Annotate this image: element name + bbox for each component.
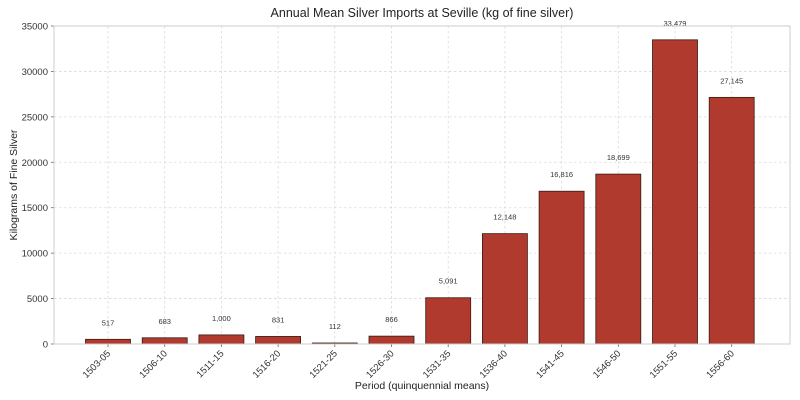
data-label-1536-40: 12,148 <box>493 213 516 222</box>
x-tick-label-1506-10: 1506-10 <box>137 348 169 380</box>
x-axis-label: Period (quinquennial means) <box>355 380 489 392</box>
bar-1516-20 <box>255 336 302 345</box>
y-axis-ticks: 0 5000 10000 15000 20000 25000 30000 35000 <box>22 22 54 351</box>
data-label-1556-60: 27,145 <box>720 76 743 85</box>
bar-1503-05 <box>85 338 131 345</box>
x-tick-label-1546-50: 1546-50 <box>591 348 623 380</box>
bar-1541-45 <box>538 190 585 345</box>
data-label-1546-50: 18,699 <box>607 153 630 162</box>
bar-1506-10 <box>141 337 188 345</box>
bar-1526-30 <box>368 335 415 345</box>
data-label-1503-05: 517 <box>102 318 115 327</box>
data-label-1506-10: 683 <box>158 317 171 326</box>
data-label-1541-45: 16,816 <box>550 170 573 179</box>
data-label-1516-20: 831 <box>272 315 285 324</box>
data-label-1526-30: 866 <box>385 315 398 324</box>
bar-1546-50 <box>595 173 642 345</box>
y-tick-label: 20000 <box>22 158 48 169</box>
bar-1551-55 <box>652 39 698 345</box>
data-label-1551-55: 33,479 <box>664 19 687 28</box>
x-tick-label-1503-05: 1503-05 <box>81 348 113 380</box>
bar-1511-15 <box>198 334 245 345</box>
x-tick-label-1531-35: 1531-35 <box>421 348 453 380</box>
chart-title: Annual Mean Silver Imports at Seville (k… <box>271 6 574 20</box>
data-label-1511-15: 1,000 <box>212 314 231 323</box>
data-label-1521-25: 112 <box>329 322 341 331</box>
bar-1531-35 <box>425 297 472 345</box>
bar-1536-40 <box>481 233 528 345</box>
x-tick-label-1556-60: 1556-60 <box>704 348 736 380</box>
x-axis-ticks: 1503-05 1506-10 1511-15 1516-20 1521-25 1526-… <box>81 344 737 381</box>
bars <box>85 39 755 345</box>
y-tick-label: 10000 <box>22 249 48 260</box>
y-axis-label: Kilograms of Fine Silver <box>8 129 20 240</box>
data-label-1531-35: 5,091 <box>439 277 458 286</box>
x-tick-label-1541-45: 1541-45 <box>534 348 566 380</box>
plot-frame <box>53 25 791 345</box>
x-tick-label-1536-40: 1536-40 <box>478 348 510 380</box>
x-tick-label-1521-25: 1521-25 <box>307 348 339 380</box>
y-tick-label: 5000 <box>27 294 48 305</box>
y-tick-label: 30000 <box>22 67 48 78</box>
y-tick-label: 35000 <box>22 22 48 33</box>
y-tick-label: 15000 <box>22 203 48 214</box>
x-tick-label-1511-15: 1511-15 <box>195 348 227 380</box>
x-tick-label-1516-20: 1516-20 <box>251 348 283 380</box>
y-tick-label: 25000 <box>22 112 48 123</box>
bar-1556-60 <box>708 96 755 345</box>
x-tick-label-1551-55: 1551-55 <box>648 348 680 380</box>
y-tick-label: 0 <box>43 340 48 351</box>
x-tick-label-1526-30: 1526-30 <box>364 348 396 380</box>
data-labels: 517 683 1,000 831 112 866 5,091 12,148 16,816 18,… <box>102 19 743 331</box>
